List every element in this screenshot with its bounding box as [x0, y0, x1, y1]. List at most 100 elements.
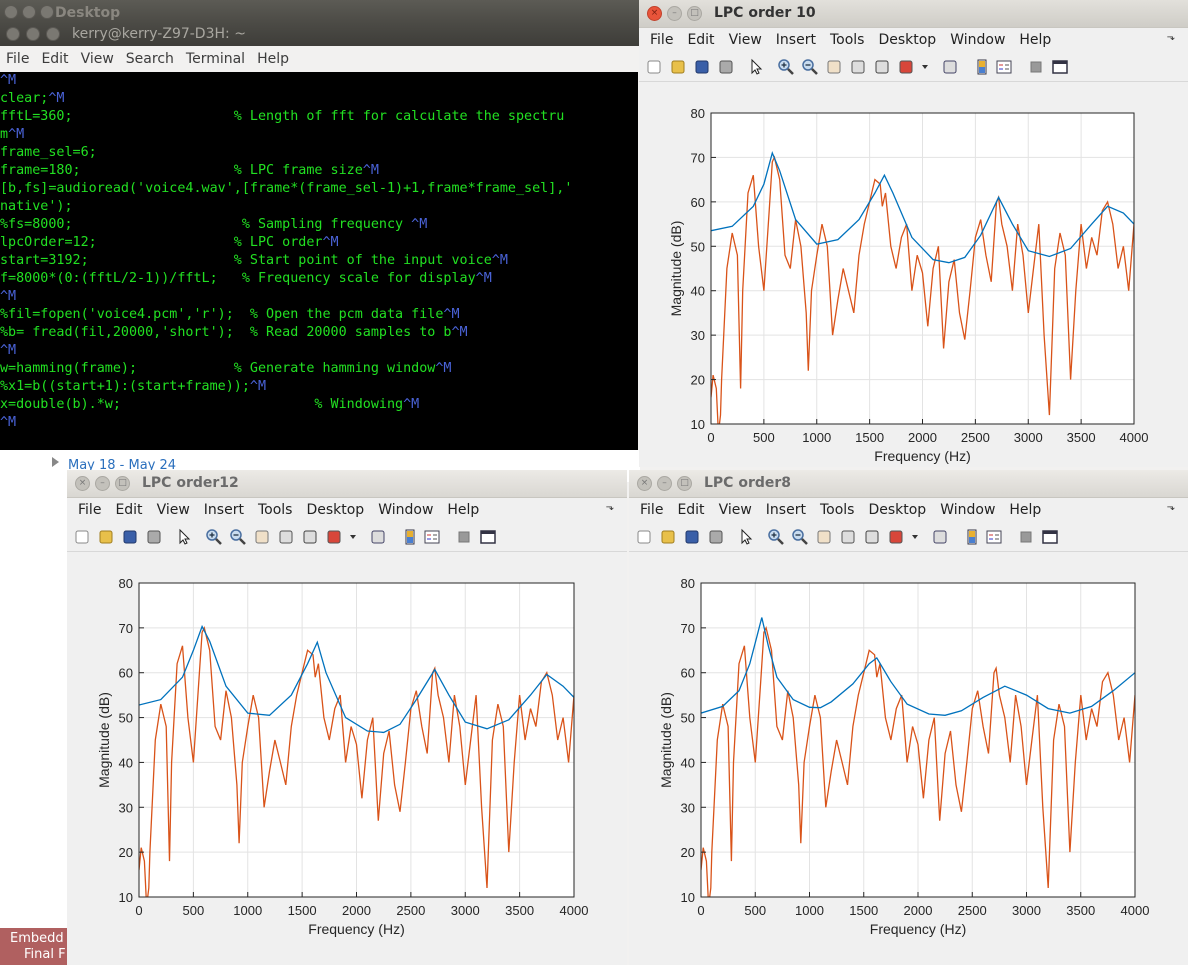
desktop-close-icon[interactable] [4, 5, 18, 19]
link-plot-icon[interactable] [941, 58, 959, 76]
zoom-out-icon[interactable] [229, 528, 247, 546]
dock-arrow-icon[interactable]: ⬎ [1166, 502, 1175, 513]
legend-icon[interactable] [985, 528, 1003, 546]
figure-plot-area[interactable]: 0 500 1000 1500 2000 2500 3000 3500 4000 10 20 30 40… [629, 553, 1188, 965]
figure-window-lpc8[interactable]: × – □ LPC order8 File Edit View Insert Tools Desk… [629, 470, 1188, 965]
terminal-menu-help[interactable]: Help [257, 51, 289, 67]
figure-plot-area[interactable]: 0 500 1000 1500 2000 2500 3000 3500 4000 10 20 30 40… [67, 553, 627, 965]
figure-menu-edit[interactable]: Edit [115, 502, 143, 518]
brush-icon[interactable] [887, 528, 905, 546]
brush-icon[interactable] [897, 58, 915, 76]
print-icon[interactable] [717, 58, 735, 76]
figure-menu-tools[interactable]: Tools [829, 32, 865, 48]
figure-titlebar[interactable]: × – □ LPC order12 [67, 470, 627, 498]
figure-maximize-icon[interactable]: □ [677, 476, 692, 491]
figure-titlebar[interactable]: × – □ LPC order8 [629, 470, 1188, 498]
open-folder-icon[interactable] [669, 58, 687, 76]
figure-close-icon[interactable]: × [647, 6, 662, 21]
rotate-3d-icon[interactable] [849, 58, 867, 76]
open-folder-icon[interactable] [97, 528, 115, 546]
figure-window-lpc12[interactable]: × – □ LPC order12 File Edit View Insert Tools Des… [67, 470, 627, 965]
rotate-3d-icon[interactable] [839, 528, 857, 546]
figure-menu-desktop[interactable]: Desktop [306, 502, 365, 518]
terminal-menu-edit[interactable]: Edit [41, 51, 69, 67]
taskbar-item-embedded[interactable]: Embedd Final F [0, 928, 68, 965]
pointer-icon[interactable] [175, 528, 193, 546]
brush-dropdown-icon[interactable] [919, 58, 937, 76]
figure-menu-insert[interactable]: Insert [775, 32, 816, 48]
data-cursor-icon[interactable] [301, 528, 319, 546]
colorbar-icon[interactable] [401, 528, 419, 546]
pan-hand-icon[interactable] [815, 528, 833, 546]
figure-menu-edit[interactable]: Edit [677, 502, 705, 518]
new-file-icon[interactable] [635, 528, 653, 546]
terminal-maximize-icon[interactable] [46, 27, 60, 41]
zoom-out-icon[interactable] [791, 528, 809, 546]
figure-menu-help[interactable]: Help [1019, 32, 1052, 48]
link-plot-icon[interactable] [931, 528, 949, 546]
figure-menu-view[interactable]: View [156, 502, 190, 518]
desktop-minimize-icon[interactable] [22, 5, 36, 19]
pan-hand-icon[interactable] [825, 58, 843, 76]
figure-menu-help[interactable]: Help [447, 502, 480, 518]
figure-menu-insert[interactable]: Insert [203, 502, 244, 518]
figure-menu-window[interactable]: Window [378, 502, 434, 518]
figure-window-lpc10[interactable]: × – □ LPC order 10 File Edit View Insert Tools De… [639, 0, 1188, 467]
data-cursor-icon[interactable] [873, 58, 891, 76]
dock-arrow-icon[interactable]: ⬎ [1166, 32, 1175, 43]
new-file-icon[interactable] [645, 58, 663, 76]
brush-dropdown-icon[interactable] [347, 528, 365, 546]
figure-minimize-icon[interactable]: – [95, 476, 110, 491]
figure-plot-area[interactable]: 0 500 1000 1500 2000 2500 3000 3500 4000 10 20 30 40… [639, 83, 1188, 467]
figure-menu-desktop[interactable]: Desktop [878, 32, 937, 48]
figure-close-icon[interactable]: × [75, 476, 90, 491]
figure-menu-view[interactable]: View [728, 32, 762, 48]
hide-tools-icon[interactable] [455, 528, 473, 546]
new-file-icon[interactable] [73, 528, 91, 546]
figure-menu-view[interactable]: View [718, 502, 752, 518]
brush-icon[interactable] [325, 528, 343, 546]
save-icon[interactable] [683, 528, 701, 546]
zoom-out-icon[interactable] [801, 58, 819, 76]
legend-icon[interactable] [423, 528, 441, 546]
desktop-maximize-icon[interactable] [40, 5, 54, 19]
dock-panel-icon[interactable] [1051, 58, 1069, 76]
pointer-icon[interactable] [747, 58, 765, 76]
save-icon[interactable] [693, 58, 711, 76]
figure-menu-file[interactable]: File [78, 502, 102, 518]
data-cursor-icon[interactable] [863, 528, 881, 546]
hide-tools-icon[interactable] [1027, 58, 1045, 76]
terminal-menu-terminal[interactable]: Terminal [185, 51, 246, 67]
figure-menu-tools[interactable]: Tools [257, 502, 293, 518]
expand-arrow-icon[interactable] [52, 457, 59, 467]
link-plot-icon[interactable] [369, 528, 387, 546]
hide-tools-icon[interactable] [1017, 528, 1035, 546]
terminal-minimize-icon[interactable] [26, 27, 40, 41]
print-icon[interactable] [707, 528, 725, 546]
figure-menu-help[interactable]: Help [1009, 502, 1042, 518]
figure-menu-desktop[interactable]: Desktop [868, 502, 927, 518]
figure-minimize-icon[interactable]: – [667, 6, 682, 21]
rotate-3d-icon[interactable] [277, 528, 295, 546]
zoom-in-icon[interactable] [777, 58, 795, 76]
colorbar-icon[interactable] [973, 58, 991, 76]
figure-menu-insert[interactable]: Insert [765, 502, 806, 518]
terminal-close-icon[interactable] [6, 27, 20, 41]
figure-maximize-icon[interactable]: □ [115, 476, 130, 491]
figure-menu-edit[interactable]: Edit [687, 32, 715, 48]
terminal-menu-file[interactable]: File [6, 51, 30, 67]
dock-panel-icon[interactable] [479, 528, 497, 546]
terminal-menu-view[interactable]: View [80, 51, 114, 67]
print-icon[interactable] [145, 528, 163, 546]
calendar-week-range[interactable]: May 18 - May 24 [68, 458, 177, 473]
open-folder-icon[interactable] [659, 528, 677, 546]
pan-hand-icon[interactable] [253, 528, 271, 546]
dock-arrow-icon[interactable]: ⬎ [605, 502, 614, 513]
figure-menu-file[interactable]: File [640, 502, 664, 518]
figure-titlebar[interactable]: × – □ LPC order 10 [639, 0, 1188, 28]
figure-menu-file[interactable]: File [650, 32, 674, 48]
figure-menu-window[interactable]: Window [950, 32, 1006, 48]
colorbar-icon[interactable] [963, 528, 981, 546]
terminal-text-area[interactable]: ^M clear;^M fftL=360; % Length of fft for … [0, 72, 638, 450]
figure-close-icon[interactable]: × [637, 476, 652, 491]
